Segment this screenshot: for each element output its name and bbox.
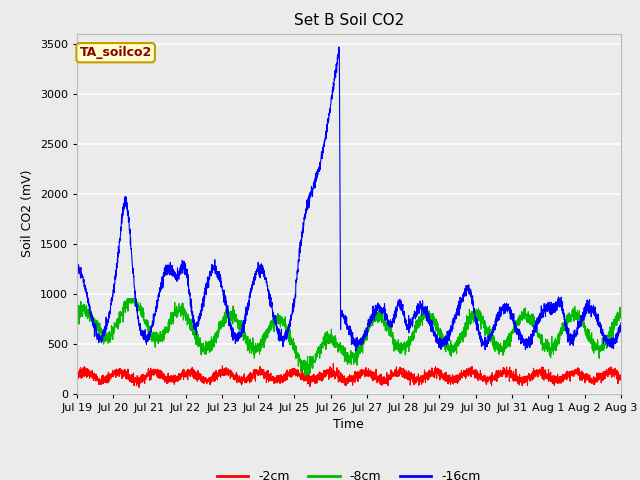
-16cm xyxy=(358,339,365,345)
-2cm xyxy=(447,377,454,383)
-8cm xyxy=(358,339,365,345)
Line: -16cm: -16cm xyxy=(77,47,621,351)
-8cm xyxy=(311,358,319,363)
-16cm xyxy=(335,44,342,50)
Y-axis label: Soil CO2 (mV): Soil CO2 (mV) xyxy=(21,170,34,257)
X-axis label: Time: Time xyxy=(333,418,364,431)
-8cm xyxy=(301,373,308,379)
-16cm xyxy=(423,307,431,313)
-8cm xyxy=(423,315,431,321)
-16cm xyxy=(352,348,360,354)
Title: Set B Soil CO2: Set B Soil CO2 xyxy=(294,13,404,28)
-8cm xyxy=(143,317,150,323)
-16cm xyxy=(73,264,81,270)
-2cm xyxy=(330,361,337,367)
Legend: -2cm, -8cm, -16cm: -2cm, -8cm, -16cm xyxy=(212,465,486,480)
-8cm xyxy=(124,296,131,301)
-2cm xyxy=(423,371,431,376)
-2cm xyxy=(73,368,81,373)
-8cm xyxy=(73,312,81,318)
-16cm xyxy=(310,185,318,191)
-8cm xyxy=(316,344,323,350)
-8cm xyxy=(617,315,625,321)
-16cm xyxy=(447,329,454,335)
Line: -8cm: -8cm xyxy=(77,299,621,376)
-16cm xyxy=(142,334,150,339)
Text: TA_soilco2: TA_soilco2 xyxy=(79,46,152,59)
-16cm xyxy=(316,164,323,170)
-2cm xyxy=(316,373,323,379)
Line: -2cm: -2cm xyxy=(77,364,621,387)
-2cm xyxy=(358,366,365,372)
-2cm xyxy=(310,376,318,382)
-8cm xyxy=(447,343,454,349)
-2cm xyxy=(135,384,143,390)
-16cm xyxy=(617,320,625,326)
-2cm xyxy=(143,373,150,379)
-2cm xyxy=(617,374,625,380)
